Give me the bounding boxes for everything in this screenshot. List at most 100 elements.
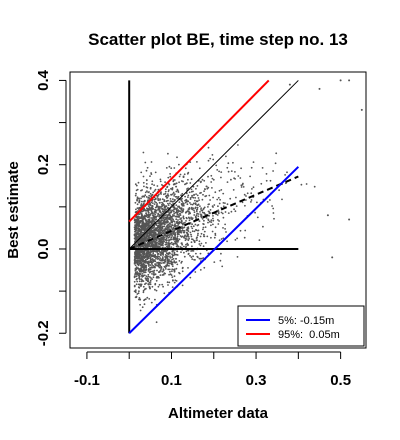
scatter-point: [181, 267, 184, 270]
scatter-point: [167, 284, 169, 286]
scatter-point: [189, 212, 191, 215]
scatter-point: [140, 197, 142, 200]
scatter-point: [172, 227, 175, 230]
scatter-point: [133, 262, 136, 265]
scatter-point: [203, 219, 205, 222]
scatter-point: [133, 280, 136, 283]
scatter-point: [218, 239, 221, 242]
scatter-point: [227, 212, 230, 215]
scatter-point: [153, 231, 156, 234]
scatter-point: [157, 233, 159, 236]
scatter-point: [212, 217, 214, 220]
scatter-point: [246, 192, 249, 195]
scatter-point: [207, 186, 210, 189]
scatter-point: [213, 236, 216, 239]
scatter-point: [240, 184, 243, 187]
scatter-point: [187, 239, 190, 242]
scatter-point: [183, 173, 186, 176]
scatter-point: [164, 190, 167, 193]
scatter-point: [252, 186, 255, 189]
scatter-point: [143, 243, 145, 246]
scatter-point: [153, 273, 156, 276]
scatter-point: [184, 199, 187, 202]
scatter-point: [160, 266, 163, 269]
scatter-point: [162, 221, 165, 224]
scatter-point: [217, 209, 220, 212]
scatter-point: [243, 193, 246, 196]
scatter-point: [201, 178, 204, 181]
scatter-point: [157, 241, 160, 243]
scatter-point: [191, 245, 193, 248]
scatter-point: [142, 260, 145, 263]
scatter-point: [250, 201, 252, 203]
scatter-point: [175, 253, 178, 256]
scatter-point: [162, 202, 164, 205]
scatter-point: [261, 167, 264, 169]
scatter-point: [182, 216, 185, 219]
scatter-point: [134, 230, 137, 233]
scatter-point: [154, 213, 157, 216]
scatter-point: [138, 280, 141, 283]
scatter-point: [182, 210, 184, 213]
scatter-point: [165, 252, 168, 255]
scatter-point: [149, 230, 152, 233]
scatter-point: [189, 182, 192, 184]
scatter-point: [156, 250, 159, 253]
scatter-point: [151, 212, 154, 214]
scatter-point: [269, 199, 271, 201]
x-tick-label: 0.3: [246, 372, 267, 389]
scatter-point: [186, 172, 189, 175]
scatter-point: [262, 225, 264, 228]
scatter-point: [153, 198, 156, 201]
scatter-point: [182, 208, 185, 211]
scatter-point: [153, 236, 156, 238]
scatter-point: [138, 262, 141, 265]
scatter-point: [159, 229, 161, 232]
scatter-point: [134, 237, 137, 240]
scatter-point: [254, 211, 256, 214]
scatter-point: [219, 198, 222, 201]
scatter-point: [152, 276, 155, 279]
scatter-point: [150, 217, 153, 219]
scatter-point: [214, 226, 217, 229]
scatter-point: [169, 173, 172, 175]
scatter-point: [142, 222, 145, 225]
scatter-point: [178, 271, 180, 274]
scatter-point: [210, 174, 213, 177]
scatter-point: [155, 209, 158, 212]
scatter-point: [215, 164, 218, 167]
scatter-point: [135, 184, 138, 187]
scatter-point: [158, 210, 161, 213]
scatter-point: [174, 240, 176, 243]
scatter-point: [162, 235, 165, 238]
scatter-point: [192, 185, 195, 188]
scatter-point: [167, 176, 170, 179]
scatter-point: [200, 207, 203, 210]
scatter-point: [171, 268, 174, 271]
scatter-point: [159, 223, 162, 226]
scatter-point: [178, 206, 181, 209]
scatter-point: [159, 180, 162, 183]
scatter-point: [166, 219, 169, 222]
scatter-point: [240, 186, 243, 188]
scatter-point: [203, 233, 205, 236]
x-tick-label: 0.1: [161, 372, 182, 389]
scatter-point: [209, 209, 212, 211]
scatter-point: [194, 207, 197, 210]
scatter-point: [194, 215, 197, 218]
scatter-point: [145, 268, 148, 271]
scatter-point: [143, 195, 146, 198]
scatter-point: [179, 230, 182, 233]
scatter-point: [234, 210, 237, 213]
scatter-point: [153, 269, 156, 272]
scatter-point: [189, 254, 191, 257]
scatter-point: [210, 181, 213, 183]
scatter-point: [171, 263, 174, 266]
scatter-point: [181, 192, 184, 195]
scatter-point: [173, 268, 176, 271]
scatter-point: [195, 229, 198, 232]
scatter-point: [162, 270, 164, 273]
scatter-point: [167, 199, 169, 202]
scatter-point: [194, 199, 196, 202]
scatter-point: [196, 204, 199, 207]
